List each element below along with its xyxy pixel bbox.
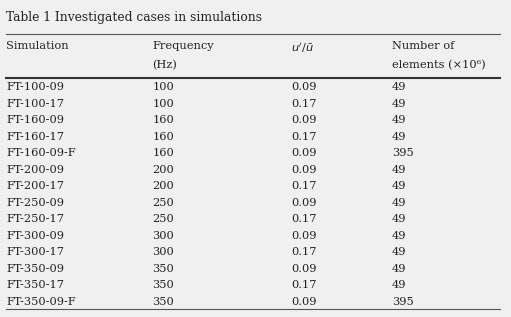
Text: $u' / \bar{u}$: $u' / \bar{u}$ [291, 41, 314, 55]
Text: 49: 49 [391, 115, 406, 126]
Text: 0.17: 0.17 [291, 132, 316, 142]
Text: 49: 49 [391, 264, 406, 274]
Text: FT-250-09: FT-250-09 [7, 198, 64, 208]
Text: 49: 49 [391, 132, 406, 142]
Text: 100: 100 [152, 99, 174, 109]
Text: Simulation: Simulation [7, 41, 69, 51]
Text: Table 1 Investigated cases in simulations: Table 1 Investigated cases in simulation… [7, 11, 263, 24]
Text: elements (×10⁶): elements (×10⁶) [391, 60, 485, 70]
Text: 200: 200 [152, 165, 174, 175]
Text: 0.09: 0.09 [291, 198, 316, 208]
Text: FT-350-09: FT-350-09 [7, 264, 64, 274]
Text: FT-160-09-F: FT-160-09-F [7, 148, 76, 158]
Text: FT-200-17: FT-200-17 [7, 181, 64, 191]
Text: 0.09: 0.09 [291, 231, 316, 241]
Text: 350: 350 [152, 264, 174, 274]
Text: 395: 395 [391, 148, 413, 158]
Text: 160: 160 [152, 148, 174, 158]
Text: 0.17: 0.17 [291, 99, 316, 109]
Text: 300: 300 [152, 247, 174, 257]
Text: (Hz): (Hz) [152, 60, 177, 70]
Text: 300: 300 [152, 231, 174, 241]
Text: 0.09: 0.09 [291, 264, 316, 274]
Text: 49: 49 [391, 281, 406, 290]
Text: 49: 49 [391, 231, 406, 241]
Text: 49: 49 [391, 165, 406, 175]
Text: FT-350-09-F: FT-350-09-F [7, 297, 76, 307]
Text: 0.09: 0.09 [291, 165, 316, 175]
Text: FT-200-09: FT-200-09 [7, 165, 64, 175]
Text: Frequency: Frequency [152, 41, 214, 51]
Text: 0.17: 0.17 [291, 247, 316, 257]
Text: FT-160-17: FT-160-17 [7, 132, 64, 142]
Text: 49: 49 [391, 214, 406, 224]
Text: Number of: Number of [391, 41, 454, 51]
Text: 49: 49 [391, 181, 406, 191]
Text: 160: 160 [152, 132, 174, 142]
Text: 250: 250 [152, 198, 174, 208]
Text: 395: 395 [391, 297, 413, 307]
Text: 0.17: 0.17 [291, 181, 316, 191]
Text: 0.17: 0.17 [291, 281, 316, 290]
Text: 250: 250 [152, 214, 174, 224]
Text: 0.09: 0.09 [291, 148, 316, 158]
Text: 350: 350 [152, 281, 174, 290]
Text: FT-300-17: FT-300-17 [7, 247, 64, 257]
Text: 100: 100 [152, 82, 174, 93]
Text: FT-100-09: FT-100-09 [7, 82, 64, 93]
Text: FT-160-09: FT-160-09 [7, 115, 64, 126]
Text: 200: 200 [152, 181, 174, 191]
Text: FT-300-09: FT-300-09 [7, 231, 64, 241]
Text: FT-100-17: FT-100-17 [7, 99, 64, 109]
Text: FT-350-17: FT-350-17 [7, 281, 64, 290]
Text: 350: 350 [152, 297, 174, 307]
Text: 160: 160 [152, 115, 174, 126]
Text: 49: 49 [391, 198, 406, 208]
Text: 49: 49 [391, 247, 406, 257]
Text: 0.09: 0.09 [291, 115, 316, 126]
Text: 0.09: 0.09 [291, 297, 316, 307]
Text: 49: 49 [391, 99, 406, 109]
Text: 0.09: 0.09 [291, 82, 316, 93]
Text: 49: 49 [391, 82, 406, 93]
Text: 0.17: 0.17 [291, 214, 316, 224]
Text: FT-250-17: FT-250-17 [7, 214, 64, 224]
